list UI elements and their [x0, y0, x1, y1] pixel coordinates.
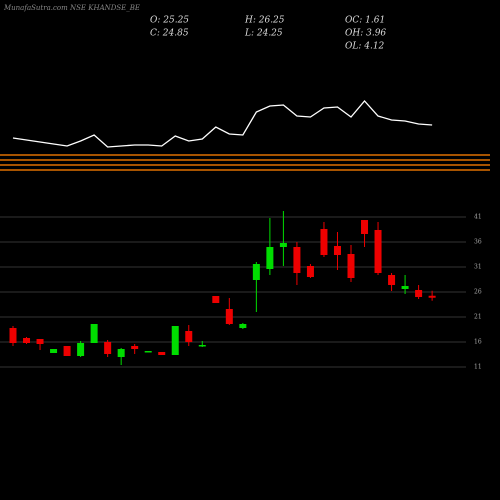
candle-body: [171, 326, 179, 355]
candle-body: [9, 328, 17, 343]
y-tick-label: 41: [474, 214, 482, 221]
candle-body: [415, 290, 423, 297]
candle-body: [306, 266, 314, 277]
candle-body: [23, 338, 31, 343]
candle-body: [144, 351, 152, 353]
stat-label: OL: 4.12: [345, 42, 385, 52]
candle-body: [239, 324, 247, 328]
candle-body: [90, 324, 98, 343]
stat-label: OH: 3.96: [345, 29, 386, 39]
candle-body: [266, 247, 274, 269]
y-tick-label: 16: [474, 339, 482, 346]
candle-body: [347, 254, 355, 278]
candle-body: [374, 230, 382, 273]
candle-body: [388, 275, 396, 285]
candle-body: [63, 346, 71, 356]
y-tick-label: 11: [474, 364, 482, 371]
candle-body: [185, 331, 193, 342]
candle-body: [361, 220, 369, 234]
candle-body: [50, 349, 58, 353]
candle-body: [104, 342, 112, 354]
candle-body: [293, 247, 301, 273]
candle-body: [212, 296, 220, 303]
y-tick-label: 26: [474, 289, 482, 296]
candle-body: [252, 264, 260, 280]
y-tick-label: 36: [474, 239, 482, 246]
candle-body: [198, 345, 206, 347]
candle-body: [158, 352, 166, 355]
candle-body: [36, 339, 44, 344]
ma-lines: [0, 154, 490, 171]
candle-body: [77, 343, 85, 356]
indicator-line: [12, 100, 433, 148]
candle-body: [320, 229, 328, 255]
candle-body: [401, 286, 409, 289]
stat-label: H: 26.25: [244, 16, 285, 26]
chart-title: MunafaSutra.com NSE KHANDSE_BE: [3, 4, 140, 12]
stat-label: L: 24.25: [244, 29, 283, 39]
stat-label: C: 24.85: [150, 29, 189, 39]
candle-body: [131, 346, 139, 349]
y-tick-label: 21: [474, 314, 482, 321]
candle-body: [428, 295, 436, 298]
candle-body: [333, 246, 341, 255]
candle-body: [225, 309, 233, 324]
candle-body: [279, 243, 287, 247]
candle-body: [117, 349, 125, 357]
stat-label: O: 25.25: [150, 16, 189, 26]
y-tick-label: 31: [474, 264, 482, 271]
stat-label: OC: 1.61: [345, 16, 385, 26]
